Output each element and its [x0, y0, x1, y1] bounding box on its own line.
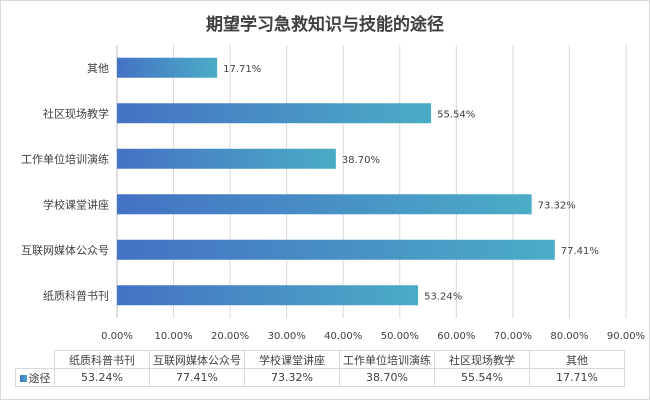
- table-header-cell: 纸质科普书刊: [54, 350, 150, 369]
- table-corner: [15, 350, 55, 369]
- table-row: 途径 53.24% 77.41% 73.32% 38.70% 55.54% 17…: [15, 368, 625, 387]
- bar: [117, 239, 555, 260]
- table-value-cell: 73.32%: [244, 368, 340, 387]
- x-tick-label: 60.00%: [437, 331, 475, 342]
- gridlines: [116, 45, 627, 318]
- table-header-cell: 互联网媒体公众号: [149, 350, 245, 369]
- table-value-cell: 53.24%: [54, 368, 150, 387]
- y-category-label: 纸质科普书刊: [43, 288, 109, 302]
- table-value-cell: 55.54%: [434, 368, 530, 387]
- data-label: 73.32%: [538, 200, 576, 211]
- table-value-cell: 17.71%: [529, 368, 625, 387]
- x-tick-label: 50.00%: [381, 331, 419, 342]
- data-label: 38.70%: [342, 155, 380, 166]
- bar: [117, 103, 432, 124]
- bar: [117, 57, 218, 78]
- table-header-row: 纸质科普书刊 互联网媒体公众号 学校课堂讲座 工作单位培训演练 社区现场教学 其…: [15, 350, 625, 369]
- table-value-cell: 38.70%: [339, 368, 435, 387]
- bar: [117, 194, 532, 215]
- data-label: 77.41%: [561, 246, 599, 257]
- data-label: 17.71%: [223, 64, 261, 75]
- x-tick-label: 30.00%: [268, 331, 306, 342]
- bars: [117, 57, 555, 306]
- x-tick-label: 40.00%: [324, 331, 362, 342]
- series-legend-cell: 途径: [15, 368, 55, 387]
- y-category-label: 互联网媒体公众号: [21, 243, 109, 257]
- x-tick-label: 90.00%: [607, 331, 645, 342]
- y-category-label: 学校课堂讲座: [43, 197, 109, 211]
- bar: [117, 285, 419, 306]
- data-table: 纸质科普书刊 互联网媒体公众号 学校课堂讲座 工作单位培训演练 社区现场教学 其…: [15, 350, 625, 387]
- y-category-label: 其他: [87, 62, 109, 75]
- table-value-cell: 77.41%: [149, 368, 245, 387]
- legend-swatch: [19, 375, 27, 382]
- labels: 0.00% 10.00% 20.00% 30.00% 40.00% 50.00% 60.00…: [21, 62, 645, 342]
- y-category-label: 工作单位培训演练: [21, 152, 109, 166]
- data-label: 53.24%: [424, 291, 462, 302]
- bar: [117, 148, 336, 169]
- table-header-cell: 工作单位培训演练: [339, 350, 435, 369]
- table-header-cell: 其他: [529, 350, 625, 369]
- data-label: 55.54%: [437, 109, 475, 120]
- chart-title: 期望学习急救知识与技能的途径: [206, 15, 444, 35]
- x-tick-label: 0.00%: [101, 331, 133, 342]
- table-header-cell: 社区现场教学: [434, 350, 530, 369]
- x-tick-label: 80.00%: [550, 331, 588, 342]
- x-tick-label: 10.00%: [154, 331, 192, 342]
- x-tick-label: 20.00%: [211, 331, 249, 342]
- x-tick-label: 70.00%: [494, 331, 532, 342]
- series-name: 途径: [28, 371, 51, 385]
- table-header-cell: 学校课堂讲座: [244, 350, 340, 369]
- y-category-label: 社区现场教学: [43, 106, 109, 120]
